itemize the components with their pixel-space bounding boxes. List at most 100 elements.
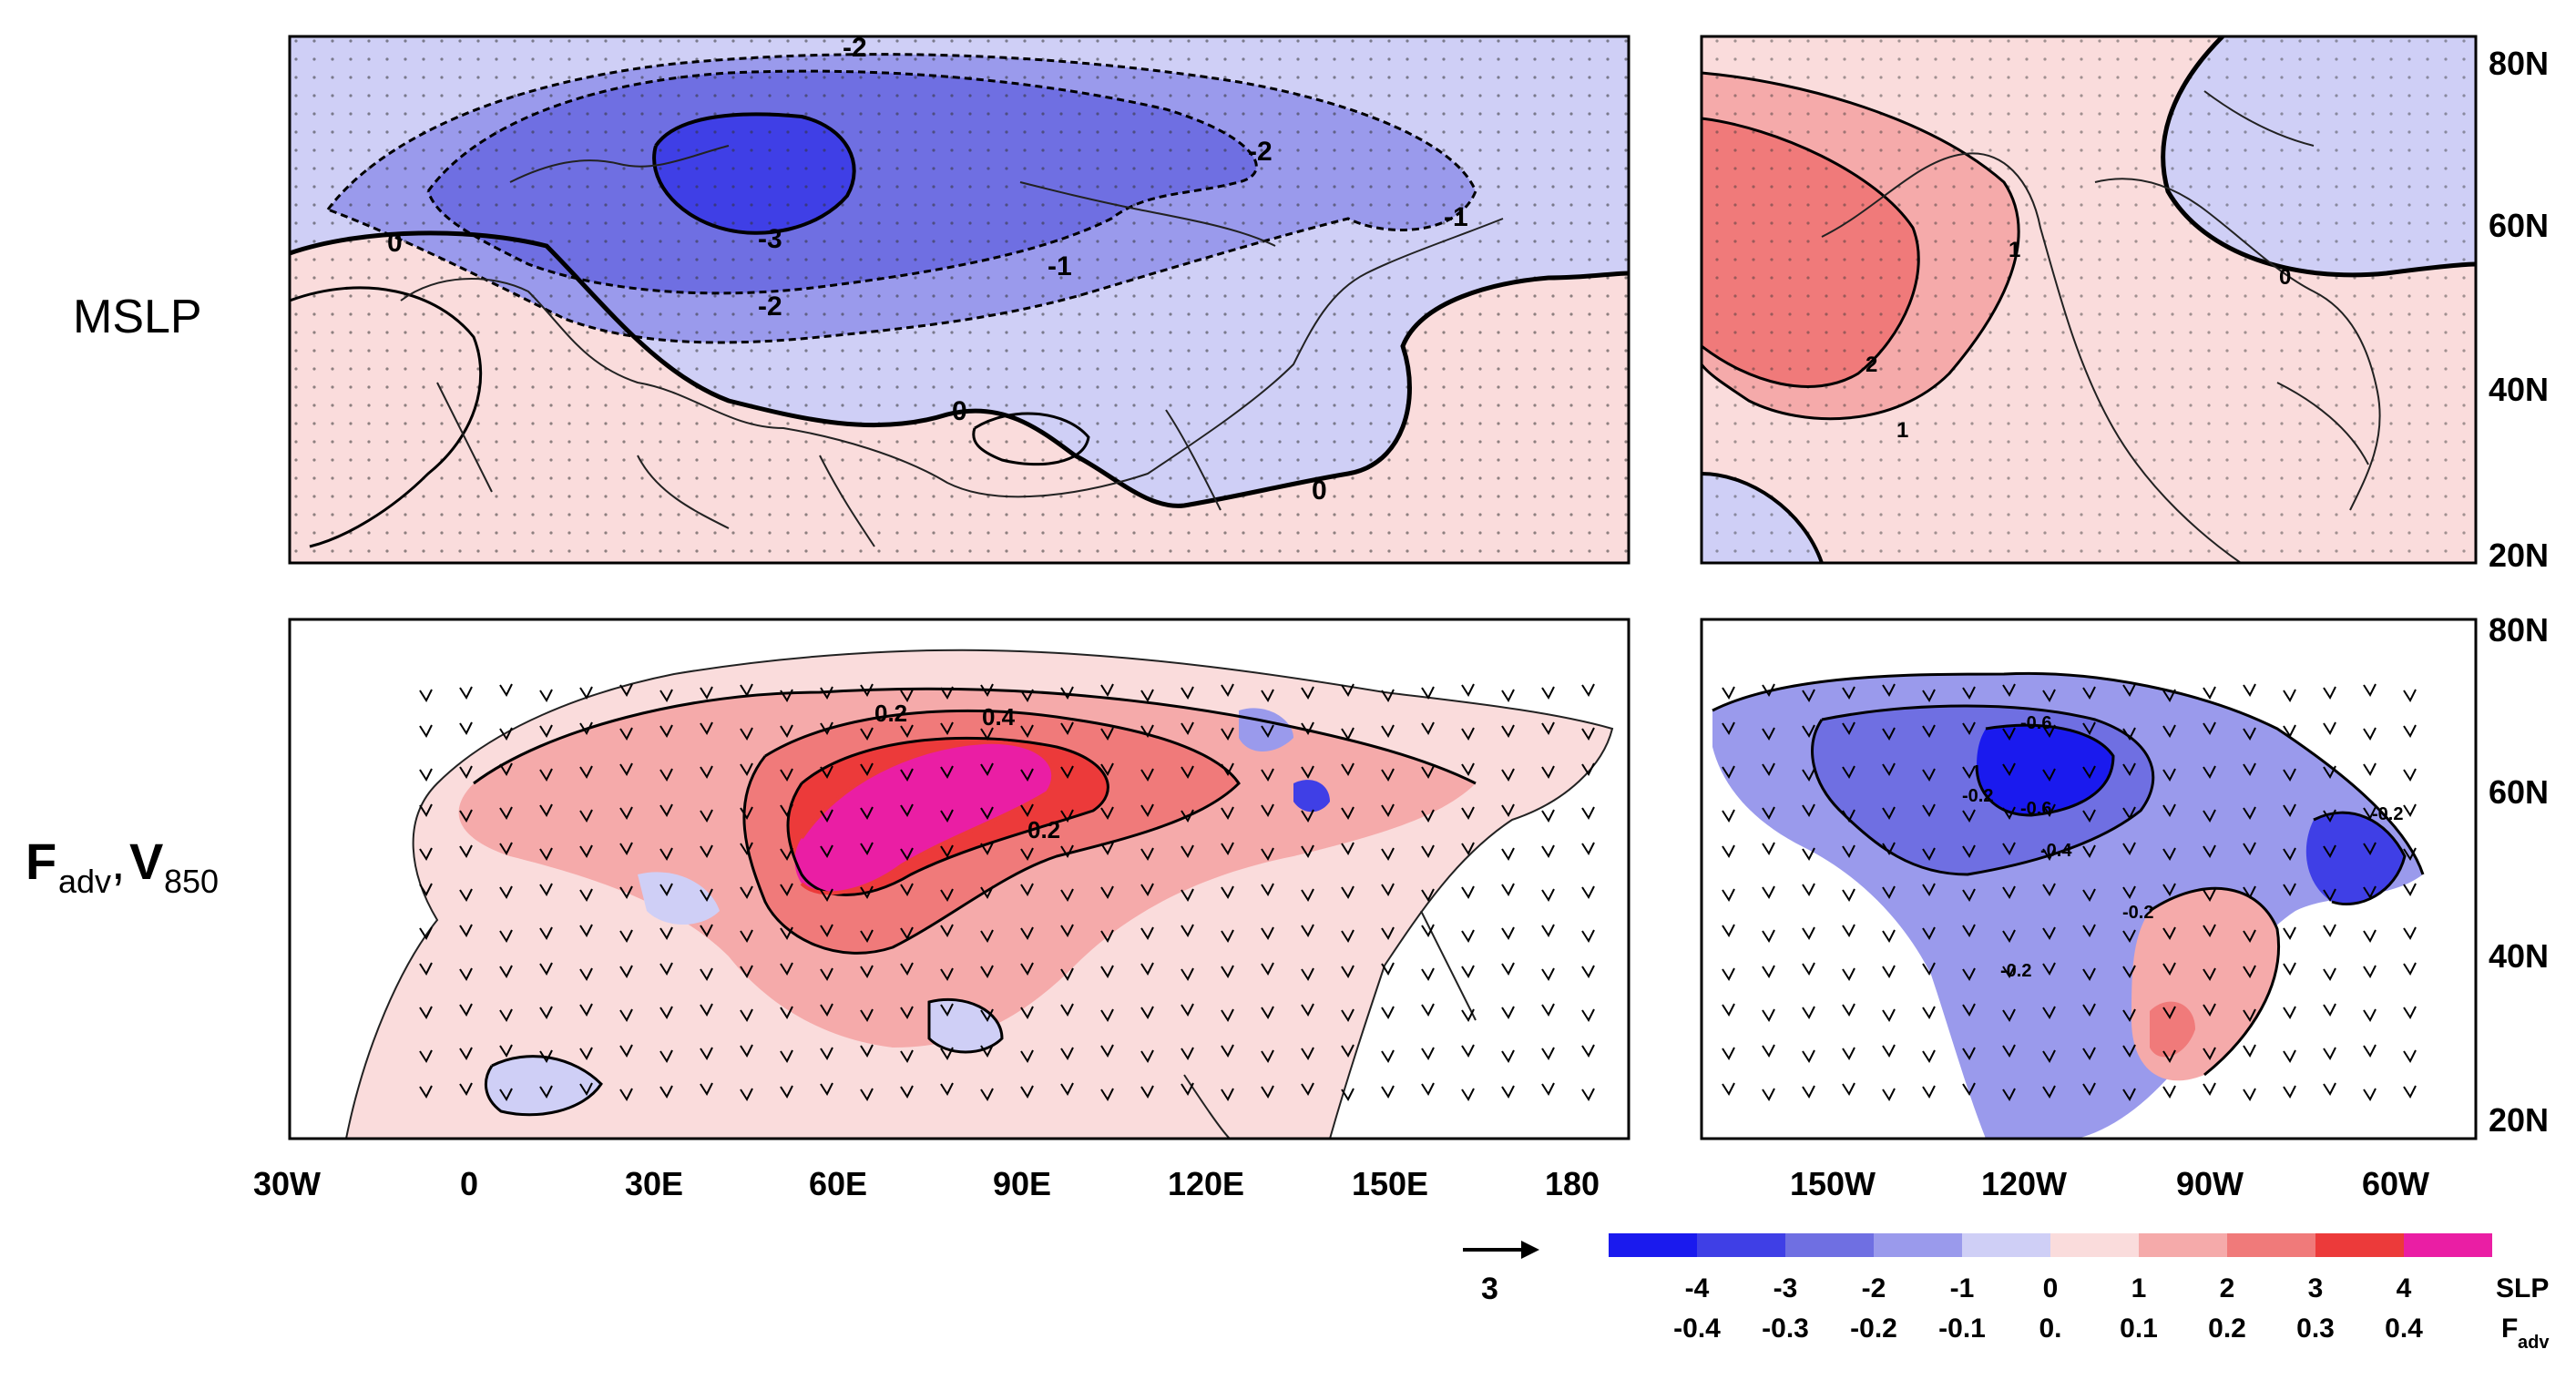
fadv-contour-magenta xyxy=(800,740,1055,895)
fadv-america-contour-labels: -0.6 -0.6 -0.2 -0.4 -0.2 -0.2 -0.2 xyxy=(1962,713,2403,981)
colorbar-slp-label: 3 xyxy=(2308,1273,2324,1303)
colorbar: -4 -3 -2 -1 0 1 2 3 4 -0.4 -0.3 -0.2 -0.1 0. 0.1 0.2 0.… xyxy=(1609,1233,2550,1353)
contour-label: 0 xyxy=(387,228,403,258)
panel-c-frame xyxy=(288,618,1630,1140)
contour-label: -1 xyxy=(1444,202,1468,232)
colorbar-swatch xyxy=(1697,1233,1785,1257)
contour-label: 1 xyxy=(1896,418,1908,443)
colorbar-swatch xyxy=(1874,1233,1962,1257)
fadv-contours xyxy=(473,687,1477,1117)
contour-label: -2 xyxy=(1248,137,1273,167)
colorbar-fadv-label: 0.1 xyxy=(2120,1314,2158,1344)
colorbar-fadv-label: -0.3 xyxy=(1762,1314,1809,1344)
contour-label: 0.4 xyxy=(982,703,1016,731)
contour-label: -1 xyxy=(1048,251,1072,281)
fadv-eurasia-contour-labels: 0.4 0.2 0.2 xyxy=(874,700,1060,843)
colorbar-slp-label: 4 xyxy=(2397,1273,2412,1303)
lon-label: 60E xyxy=(809,1165,867,1202)
colorbar-fadv-label: -0.4 xyxy=(1673,1314,1721,1344)
colorbar-fadv-label: 0.4 xyxy=(2385,1314,2423,1344)
colorbar-slp-title: SLP xyxy=(2496,1273,2549,1303)
colorbar-slp-label: -1 xyxy=(1950,1273,1975,1303)
colorbar-slp-label: 0 xyxy=(2043,1273,2059,1303)
latitude-labels-top: 80N 60N 40N 20N xyxy=(2489,45,2549,574)
colorbar-fadv-label: 0.2 xyxy=(2208,1314,2246,1344)
fadv-america-contours xyxy=(1712,671,2425,1077)
coastline-eurasia-top xyxy=(400,145,1504,547)
mslp-america-contour-2 xyxy=(1702,117,1920,388)
fadv-america-wind-vectors xyxy=(1722,683,2417,1102)
contour-label: -3 xyxy=(758,224,782,254)
lon-label: 30W xyxy=(253,1165,321,1202)
longitude-labels-america: 150W 120W 90W 60W xyxy=(1790,1165,2429,1202)
fadv-negative-patch-4 xyxy=(638,872,720,925)
colorbar-swatch xyxy=(1962,1233,2050,1257)
lat-label: 20N xyxy=(2489,537,2549,574)
panel-d-frame xyxy=(1700,618,2478,1140)
mslp-america-contour-labels: 1 2 1 0 xyxy=(1866,238,2291,443)
colorbar-fadv-label: -0.2 xyxy=(1850,1314,1897,1344)
fadv-negative-patch-1 xyxy=(486,1056,601,1115)
reference-vector: 3 xyxy=(1463,1241,1539,1306)
lat-label: 40N xyxy=(2489,937,2549,975)
row-label-mslp: MSLP xyxy=(73,291,202,343)
colorbar-swatch xyxy=(1609,1233,1697,1257)
colorbar-fadv-title: F xyxy=(2501,1314,2518,1344)
colorbar-slp-labels: -4 -3 -2 -1 0 1 2 3 4 xyxy=(1685,1273,2412,1303)
panel-b-frame xyxy=(1700,35,2478,565)
colorbar-slp-label: 1 xyxy=(2131,1273,2147,1303)
colorbar-swatch xyxy=(2227,1233,2315,1257)
colorbar-slp-label: -3 xyxy=(1774,1273,1798,1303)
colorbar-swatches xyxy=(1609,1233,2492,1257)
mslp-zero-contour xyxy=(290,230,1629,508)
colorbar-fadv-title-sub: adv xyxy=(2518,1333,2550,1353)
row-label-v: V xyxy=(129,833,163,890)
lon-label: 120W xyxy=(1981,1165,2067,1202)
lat-label: 40N xyxy=(2489,371,2549,408)
lat-label: 20N xyxy=(2489,1101,2549,1139)
row-label-fadv-v850: F adv , V 850 xyxy=(26,833,219,900)
mslp-significance-dots xyxy=(290,36,1629,563)
panel-fadv-eurasia: 0.4 0.2 0.2 xyxy=(288,618,1630,1140)
fadv-negative-patch-5 xyxy=(1293,780,1330,813)
lat-label: 80N xyxy=(2489,611,2549,649)
contour-label: 1 xyxy=(2009,238,2020,262)
colorbar-swatch xyxy=(2315,1233,2404,1257)
fadv-america-negative-3 xyxy=(1977,725,2113,815)
mslp-contour-minus3 xyxy=(652,112,856,235)
lon-label: 30E xyxy=(625,1165,683,1202)
contour-label: 2 xyxy=(1866,353,1877,377)
mslp-positive-contour xyxy=(972,412,1090,466)
contour-label: -0.4 xyxy=(2040,841,2072,861)
colorbar-swatch xyxy=(2050,1233,2139,1257)
colorbar-fadv-label: 0. xyxy=(2039,1314,2061,1344)
contour-label: -0.2 xyxy=(2372,804,2403,824)
contour-label: 0 xyxy=(2279,265,2291,290)
panel-fadv-america: -0.6 -0.6 -0.2 -0.4 -0.2 -0.2 -0.2 xyxy=(1700,618,2478,1140)
lon-label: 150E xyxy=(1352,1165,1428,1202)
row-label-v-sub: 850 xyxy=(164,863,219,900)
mslp-america-significance-dots xyxy=(1702,36,2476,563)
lat-label: 60N xyxy=(2489,773,2549,811)
lon-label: 150W xyxy=(1790,1165,1876,1202)
latitude-labels-bottom: 80N 60N 40N 20N xyxy=(2489,611,2549,1139)
colorbar-slp-label: 2 xyxy=(2220,1273,2235,1303)
contour-label: -2 xyxy=(843,33,867,63)
panel-a-frame xyxy=(288,35,1630,565)
lat-label: 60N xyxy=(2489,207,2549,244)
fadv-eurasia-wind-vectors xyxy=(419,683,1595,1102)
lon-label: 120E xyxy=(1168,1165,1244,1202)
mslp-america-zero-contour xyxy=(2161,36,2476,278)
contour-label: -0.2 xyxy=(1962,786,1993,806)
mslp-contour-minus2 xyxy=(426,69,1258,295)
coastline-eurasia-bottom xyxy=(345,649,1614,1139)
contour-label: 0 xyxy=(1312,475,1327,506)
contour-label: 0 xyxy=(952,396,967,426)
fadv-plus4-region xyxy=(794,741,1054,894)
lon-label: 0 xyxy=(460,1165,478,1202)
contour-label: 0.2 xyxy=(874,700,907,727)
row-label-f: F xyxy=(26,833,56,890)
panel-mslp-america: 1 2 1 0 xyxy=(1700,35,2478,565)
reference-vector-arrowhead xyxy=(1521,1241,1539,1259)
